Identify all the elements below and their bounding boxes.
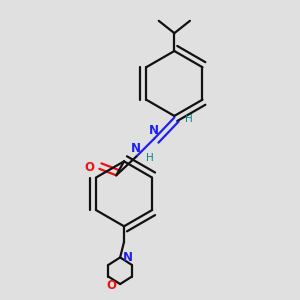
Text: N: N <box>149 124 159 137</box>
Text: N: N <box>123 250 133 264</box>
Text: H: H <box>185 114 193 124</box>
Text: H: H <box>146 153 154 163</box>
Text: N: N <box>131 142 141 155</box>
Text: O: O <box>85 161 95 174</box>
Text: O: O <box>106 279 116 292</box>
